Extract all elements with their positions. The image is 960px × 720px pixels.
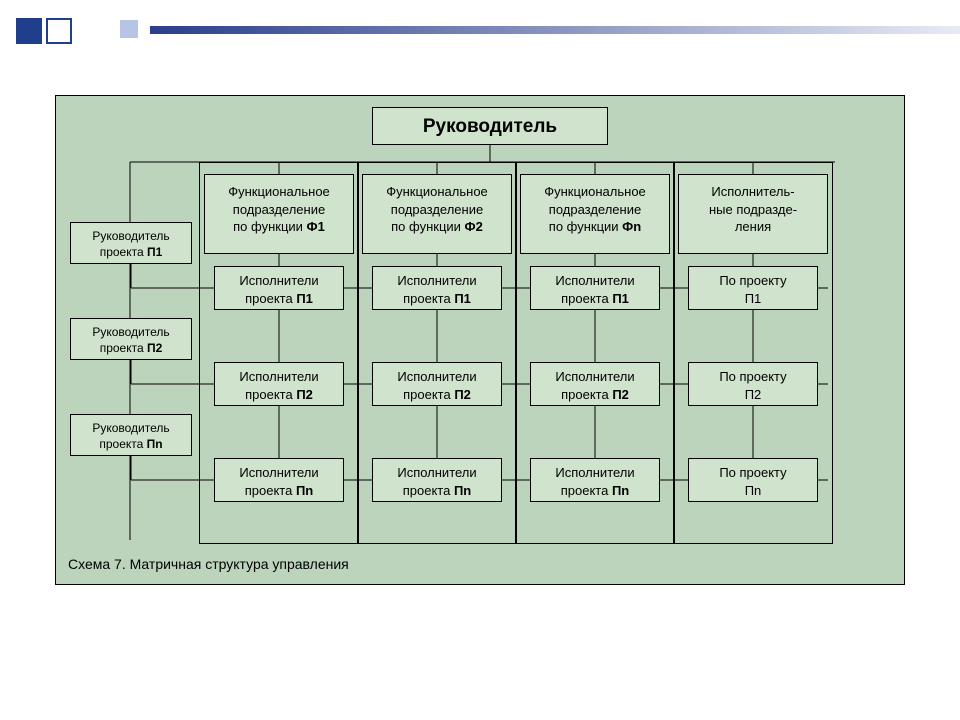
diagram-caption: Схема 7. Матричная структура управления <box>68 556 349 572</box>
func-head-F1: Функциональноеподразделениепо функции Ф1 <box>204 174 354 254</box>
stage: Руководитель Функциональноеподразделениеп… <box>0 0 960 720</box>
project-manager-1: Руководительпроекта П2 <box>70 318 192 360</box>
header-gradient-bar <box>150 26 960 34</box>
project-manager-2: Руководительпроекта Пn <box>70 414 192 456</box>
cell-r1-c1: Исполнителипроекта П2 <box>372 362 502 406</box>
header-deco-square-2 <box>120 20 138 38</box>
cell-r0-c0: Исполнителипроекта П1 <box>214 266 344 310</box>
func-head-Exec: Исполнитель-ные подразде-ления <box>678 174 828 254</box>
func-head-F2: Функциональноеподразделениепо функции Ф2 <box>362 174 512 254</box>
title-box: Руководитель <box>372 107 608 145</box>
cell-r1-c0: Исполнителипроекта П2 <box>214 362 344 406</box>
header-deco-square-0 <box>16 18 42 44</box>
cell-r2-c1: Исполнителипроекта Пn <box>372 458 502 502</box>
cell-r2-c3: По проектуПn <box>688 458 818 502</box>
cell-r1-c2: Исполнителипроекта П2 <box>530 362 660 406</box>
cell-r1-c3: По проектуП2 <box>688 362 818 406</box>
cell-r2-c2: Исполнителипроекта Пn <box>530 458 660 502</box>
func-head-Fn: Функциональноеподразделениепо функции Фn <box>520 174 670 254</box>
cell-r0-c2: Исполнителипроекта П1 <box>530 266 660 310</box>
project-manager-0: Руководительпроекта П1 <box>70 222 192 264</box>
cell-r0-c1: Исполнителипроекта П1 <box>372 266 502 310</box>
cell-r0-c3: По проектуП1 <box>688 266 818 310</box>
cell-r2-c0: Исполнителипроекта Пn <box>214 458 344 502</box>
header-deco-square-1 <box>46 18 72 44</box>
